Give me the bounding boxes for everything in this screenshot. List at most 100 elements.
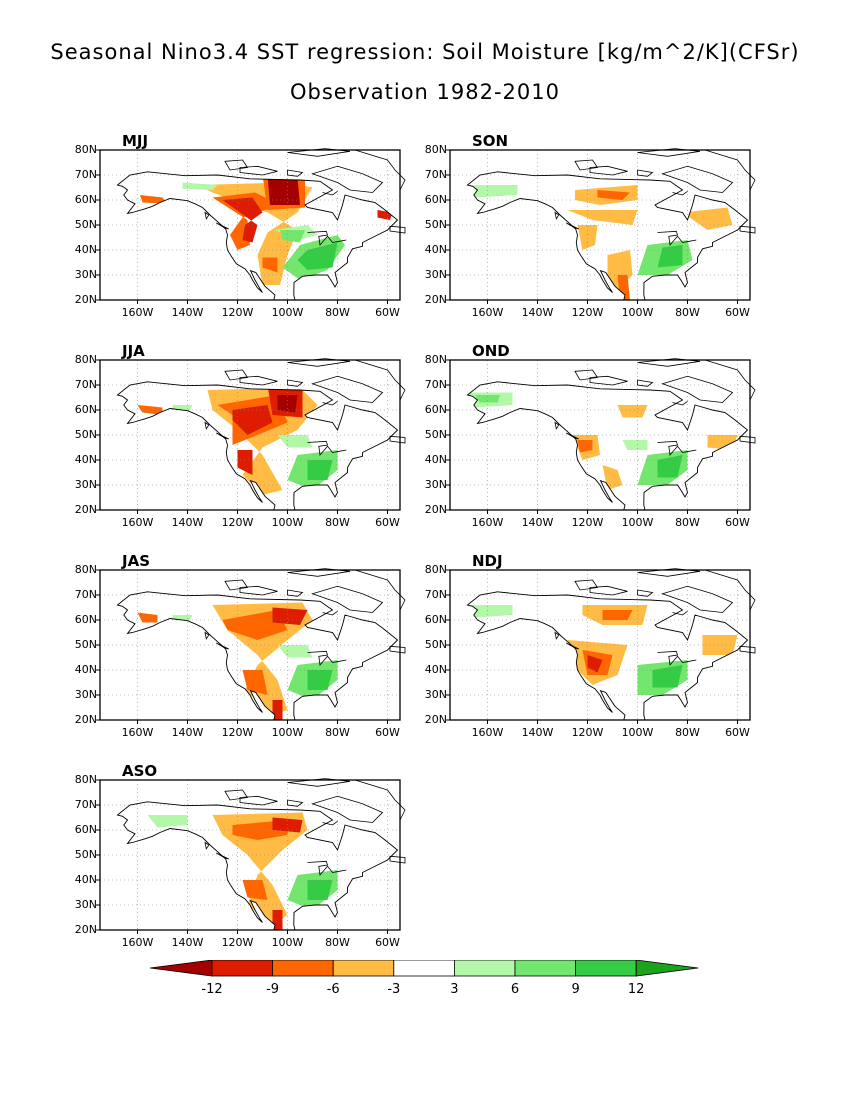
great-lakes bbox=[307, 230, 347, 246]
island-outline bbox=[287, 169, 304, 177]
hudson-island bbox=[322, 190, 338, 196]
lon-tick-label: 120W bbox=[221, 936, 254, 949]
lon-tick-label: 140W bbox=[521, 726, 554, 739]
lat-tick-label: 30N bbox=[424, 688, 447, 701]
map-plot bbox=[446, 148, 756, 304]
shading-layer bbox=[467, 392, 738, 490]
shaded-region bbox=[272, 607, 308, 625]
hudson-island bbox=[322, 610, 338, 616]
shaded-region bbox=[232, 405, 273, 435]
great-lakes bbox=[657, 440, 697, 456]
island-outline bbox=[637, 379, 654, 387]
lon-tick-label: 160W bbox=[121, 726, 154, 739]
great-lakes bbox=[307, 650, 347, 666]
shaded-region bbox=[272, 910, 283, 930]
greenland-coast bbox=[704, 149, 756, 191]
island-outline bbox=[739, 645, 756, 654]
lon-tick-label: 80W bbox=[675, 306, 700, 319]
lon-tick-label: 140W bbox=[171, 726, 204, 739]
colorbar-swatch bbox=[211, 959, 273, 977]
panel-title: MJJ bbox=[122, 132, 149, 150]
island-outline bbox=[216, 852, 229, 860]
lat-tick-label: 70N bbox=[424, 378, 447, 391]
island-outline bbox=[661, 375, 734, 403]
panel-title: ASO bbox=[122, 762, 158, 780]
lat-tick-label: 80N bbox=[424, 563, 447, 576]
colorbar-swatch bbox=[514, 959, 576, 977]
lat-tick-label: 40N bbox=[74, 873, 97, 886]
shaded-region bbox=[377, 210, 393, 220]
lon-tick-label: 160W bbox=[121, 936, 154, 949]
lat-tick-label: 30N bbox=[74, 268, 97, 281]
island-outline bbox=[287, 589, 304, 597]
lon-tick-label: 60W bbox=[375, 306, 400, 319]
island-outline bbox=[566, 642, 579, 650]
map-plot bbox=[96, 358, 406, 514]
lat-tick-label: 40N bbox=[74, 243, 97, 256]
lon-tick-label: 120W bbox=[221, 306, 254, 319]
lon-tick-label: 120W bbox=[571, 726, 604, 739]
island-outline bbox=[661, 585, 734, 613]
shaded-region bbox=[262, 257, 278, 273]
colorbar-label: 3 bbox=[450, 982, 459, 997]
shaded-region bbox=[277, 435, 313, 448]
lon-tick-label: 80W bbox=[325, 516, 350, 529]
map-panel-son: SON 80N 70N 60N 50N 40N 30N 20N 160W 140W 120W 100W… bbox=[425, 132, 770, 340]
lat-tick-label: 80N bbox=[74, 773, 97, 786]
lat-tick-label: 30N bbox=[424, 478, 447, 491]
island-outline bbox=[224, 159, 249, 171]
hudson-island bbox=[672, 190, 688, 196]
lat-tick-label: 20N bbox=[74, 713, 97, 726]
shaded-region bbox=[222, 610, 288, 640]
shaded-region bbox=[237, 450, 253, 475]
lat-tick-label: 30N bbox=[424, 268, 447, 281]
lat-tick-label: 70N bbox=[74, 588, 97, 601]
shaded-region bbox=[622, 440, 648, 450]
shaded-region bbox=[682, 207, 733, 230]
shading-layer bbox=[137, 385, 338, 495]
colorbar-label: 6 bbox=[510, 982, 520, 997]
colorbar-label: 12 bbox=[627, 982, 645, 997]
shaded-region bbox=[567, 210, 638, 225]
island-outline bbox=[566, 222, 579, 230]
lon-tick-label: 160W bbox=[121, 516, 154, 529]
lon-tick-label: 60W bbox=[725, 306, 750, 319]
lat-tick-label: 70N bbox=[74, 798, 97, 811]
island-outline bbox=[239, 795, 278, 806]
lon-tick-label: 100W bbox=[271, 936, 304, 949]
island-outline bbox=[224, 369, 249, 381]
island-outline bbox=[637, 589, 654, 597]
lon-tick-label: 80W bbox=[325, 936, 350, 949]
island-outline bbox=[224, 789, 249, 801]
lon-tick-label: 120W bbox=[221, 726, 254, 739]
lon-tick-label: 140W bbox=[171, 306, 204, 319]
lat-tick-label: 70N bbox=[74, 168, 97, 181]
colorbar-swatch bbox=[149, 959, 213, 977]
lat-tick-label: 50N bbox=[424, 428, 447, 441]
lat-tick-label: 50N bbox=[74, 428, 97, 441]
lat-tick-label: 30N bbox=[74, 898, 97, 911]
island-outline bbox=[204, 421, 210, 430]
shaded-region bbox=[307, 460, 333, 480]
map-panel-ndj: NDJ 80N 70N 60N 50N 40N 30N 20N 160W 140W 120W 100W… bbox=[425, 552, 770, 760]
shaded-region bbox=[602, 465, 623, 490]
island-outline bbox=[661, 165, 734, 193]
island-outline bbox=[589, 375, 628, 386]
lat-tick-label: 50N bbox=[424, 638, 447, 651]
great-lakes bbox=[657, 230, 697, 246]
panel-title: SON bbox=[472, 132, 509, 150]
shaded-region bbox=[307, 670, 333, 690]
shaded-region bbox=[137, 612, 158, 623]
lon-tick-label: 100W bbox=[271, 726, 304, 739]
shaded-region bbox=[140, 195, 168, 204]
lon-tick-label: 80W bbox=[325, 306, 350, 319]
colorbar-swatch bbox=[393, 959, 455, 977]
lat-tick-label: 50N bbox=[74, 848, 97, 861]
shaded-region bbox=[272, 700, 283, 720]
map-plot bbox=[446, 358, 756, 514]
lat-tick-label: 30N bbox=[74, 478, 97, 491]
great-lakes bbox=[657, 650, 697, 666]
map-plot bbox=[446, 568, 756, 724]
panel-title: JJA bbox=[122, 342, 145, 360]
map-panel-aso: ASO 80N 70N 60N 50N 40N 30N 20N 160W 140W 120W 100W… bbox=[75, 762, 420, 970]
